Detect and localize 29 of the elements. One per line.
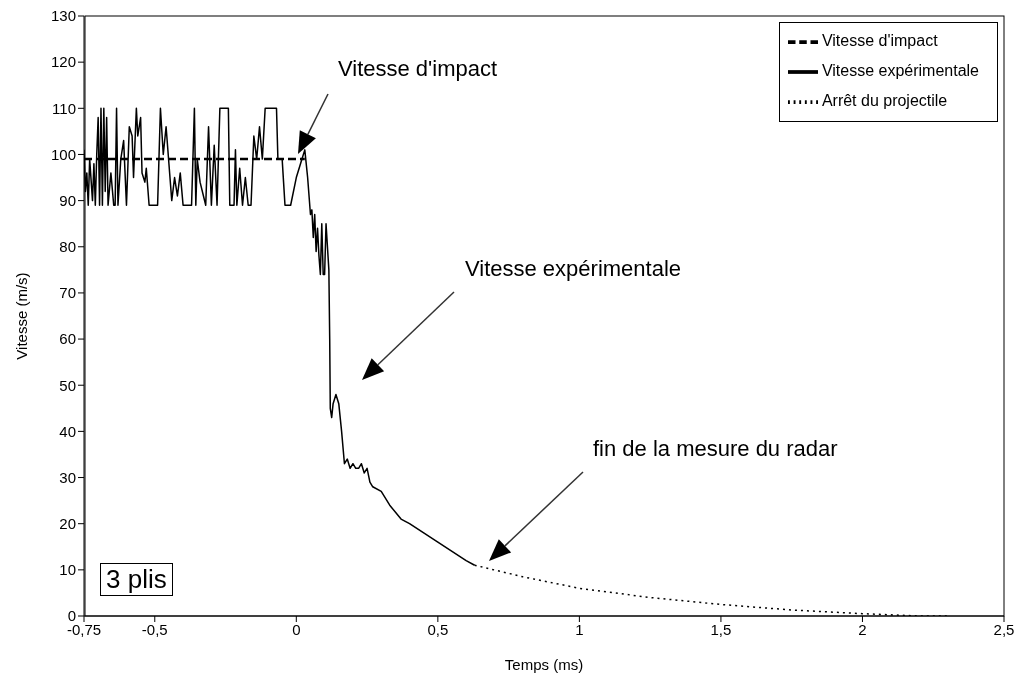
y-axis-title: Vitesse (m/s)	[13, 272, 31, 360]
legend-label: Vitesse expérimentale	[821, 62, 979, 80]
annotation: fin de la mesure du radar	[593, 436, 838, 461]
annotation: Vitesse d'impact	[338, 56, 498, 81]
y-tick-label: 20	[59, 515, 76, 533]
y-tick-label: 130	[50, 7, 76, 25]
y-tick-label: 50	[59, 376, 76, 394]
x-tick-label: 1,5	[710, 620, 732, 638]
legend-label: Arrêt du projectile	[821, 92, 948, 110]
y-tick-label: 90	[59, 191, 76, 209]
x-tick-label: 0	[292, 620, 301, 638]
x-tick-label: 0,5	[427, 620, 449, 638]
annotation: 3 plis	[100, 563, 173, 596]
y-tick-label: 40	[59, 422, 76, 440]
legend-label: Vitesse d'impact	[821, 32, 938, 50]
y-tick-label: 110	[52, 99, 76, 117]
y-tick-label: 70	[59, 284, 76, 302]
y-tick-label: 60	[59, 330, 76, 348]
y-tick-label: 120	[50, 53, 76, 71]
annotation: Vitesse expérimentale	[465, 256, 682, 281]
y-tick-label: 80	[59, 238, 76, 256]
x-tick-label: -0,5	[141, 620, 168, 638]
y-tick-label: 100	[50, 145, 76, 163]
x-tick-label: 2	[858, 620, 867, 638]
x-tick-label: 2,5	[993, 620, 1015, 638]
x-axis-title: Temps (ms)	[504, 656, 584, 673]
y-tick-label: 10	[59, 561, 76, 579]
y-tick-label: 30	[59, 468, 76, 486]
x-tick-label: 1	[575, 620, 584, 638]
